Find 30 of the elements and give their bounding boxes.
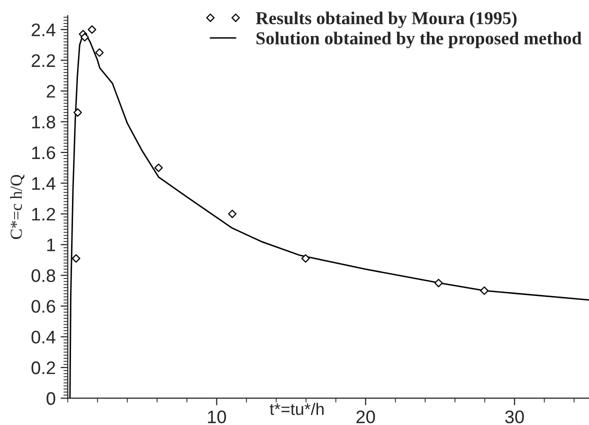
point	[228, 210, 237, 218]
y-tick-label: 1.2	[32, 208, 56, 220]
y-tick-label: 1.8	[32, 116, 56, 128]
point	[73, 108, 82, 117]
y-tick-label: 1.6	[32, 146, 56, 160]
y-tick-label: 0.6	[32, 300, 56, 313]
y-tick-label: 2.2	[32, 54, 56, 67]
y-tick-label: 0.2	[32, 361, 56, 374]
point	[480, 286, 489, 295]
y-tick-label: 2.4	[32, 23, 56, 36]
y-tick-label: 0	[46, 392, 56, 405]
x-axis-title: t*=tu*/h	[270, 402, 324, 416]
y-tick-label: 2	[46, 84, 56, 98]
point	[154, 164, 163, 172]
y-tick-label: 0.4	[32, 330, 56, 344]
x-tick-label: 30	[505, 410, 524, 424]
point	[301, 254, 310, 263]
point	[95, 48, 104, 57]
y-tick-label: 0.8	[32, 269, 56, 282]
x-tick-label: 20	[356, 410, 375, 424]
x-tick-label: 10	[208, 410, 226, 424]
y-tick-label: 1	[47, 238, 56, 252]
legend-label: Solution obtained by the proposed method	[256, 32, 582, 48]
point	[434, 278, 443, 288]
point	[72, 254, 80, 263]
y-axis-title: C*=c h/Q	[10, 174, 24, 239]
y-tick-label: 1.4	[32, 177, 56, 190]
point	[88, 25, 96, 34]
legend-label: Results obtained by Moura (1995)	[256, 12, 517, 28]
point	[80, 33, 89, 42]
